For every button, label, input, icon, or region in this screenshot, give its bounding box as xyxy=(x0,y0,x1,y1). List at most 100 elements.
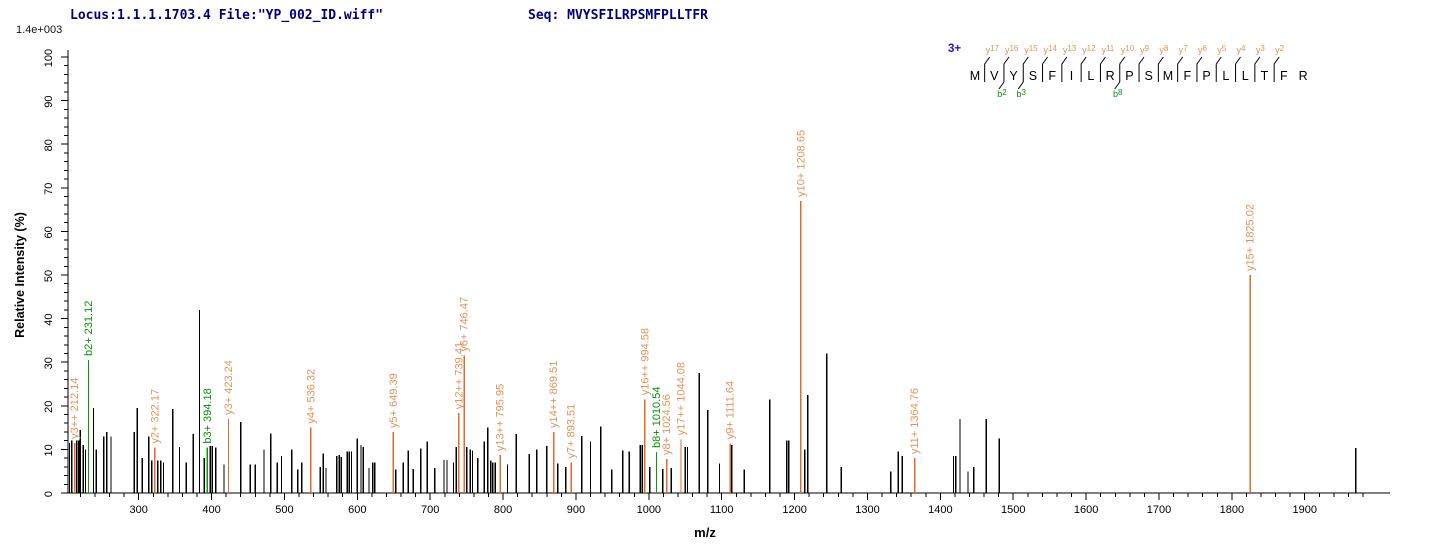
x-tick-label: 800 xyxy=(494,504,512,516)
y-fragment-marker xyxy=(1157,56,1164,82)
residue-letter: S xyxy=(1029,69,1037,83)
y-fragment-marker xyxy=(1099,56,1106,82)
y-ion-peak: y3++ 212.14 xyxy=(69,378,81,493)
y-tick-label: 100 xyxy=(43,49,55,67)
intensity-scale-label: 1.4e+003 xyxy=(16,24,63,36)
y-ion-peak: y16++ 994.58 xyxy=(639,328,651,493)
y-tick-label: 10 xyxy=(43,444,55,456)
y-ion-peak: y7+ 893.51 xyxy=(566,404,578,493)
b-ion-diagram-label: b3 xyxy=(1017,88,1027,99)
y-ion-peak: y2+ 322.17 xyxy=(149,389,161,493)
y-fragment-marker xyxy=(1273,56,1280,82)
y-tick-label: 60 xyxy=(43,226,55,238)
residue-letter: L xyxy=(1242,69,1249,83)
y-ion-diagram-label: y15 xyxy=(1024,44,1038,55)
y-tick-label: 50 xyxy=(43,270,55,282)
x-tick-label: 1400 xyxy=(928,504,952,516)
residue-letter: P xyxy=(1125,69,1133,83)
y-ion-peak: y14++ 869.51 xyxy=(548,361,560,493)
y-ion-peak: y17++ 1044.08 xyxy=(675,362,687,493)
residue-letter: L xyxy=(1087,69,1094,83)
y-ion-diagram-label: y8 xyxy=(1159,44,1169,55)
y-ion-diagram-label: y13 xyxy=(1063,44,1077,55)
y-tick-label: 40 xyxy=(43,313,55,325)
y-fragment-marker xyxy=(1080,56,1087,82)
peak-ion-label: y6+ 746.47 xyxy=(459,297,471,352)
y-ion-diagram-label: y10 xyxy=(1121,44,1135,55)
y-tick-label: 0 xyxy=(43,491,55,497)
peak-ion-label: b3+ 394.18 xyxy=(202,388,214,443)
b-ion-diagram-label: b2 xyxy=(997,88,1007,99)
residue-letter: M xyxy=(1163,69,1173,83)
y-fragment-marker xyxy=(1177,56,1184,82)
y-ion-peak: y3+ 423.24 xyxy=(223,360,235,493)
peak-ion-label: y12++ 739.41 xyxy=(453,342,465,409)
residue-letter: P xyxy=(1202,69,1210,83)
axes xyxy=(67,50,1390,494)
x-tick-label: 1800 xyxy=(1220,504,1244,516)
x-tick-label: 300 xyxy=(130,504,148,516)
peak-ion-label: y3+ 423.24 xyxy=(223,360,235,415)
b-ion-peak: b3+ 394.18 xyxy=(202,388,214,493)
x-tick-label: 400 xyxy=(202,504,220,516)
b-ion-peak: b2+ 231.12 xyxy=(83,301,95,493)
y-ion-peak: y10+ 1208.65 xyxy=(795,130,807,493)
x-tick-label: 500 xyxy=(275,504,293,516)
y-ion-diagram-label: y12 xyxy=(1082,44,1096,55)
y-ion-diagram-label: y4 xyxy=(1237,44,1247,55)
y-fragment-marker xyxy=(1215,56,1222,82)
x-tick-label: 700 xyxy=(421,504,439,516)
y-ion-diagram-label: y14 xyxy=(1044,44,1058,55)
peak-ion-label: y13++ 795.95 xyxy=(495,384,507,451)
x-tick-label: 1600 xyxy=(1074,504,1098,516)
residue-letter: F xyxy=(1280,69,1288,83)
x-tick-label: 1100 xyxy=(710,504,734,516)
residue-letter: V xyxy=(990,69,999,83)
y-axis-title: Relative Intensity (%) xyxy=(13,212,27,338)
y-ion-diagram-label: y7 xyxy=(1179,44,1189,55)
peak-ion-label: y2+ 322.17 xyxy=(149,389,161,444)
y-fragment-marker xyxy=(1196,56,1203,82)
residue-letter: T xyxy=(1261,69,1269,83)
peak-ion-label: y17++ 1044.08 xyxy=(675,362,687,435)
y-ion-peak: y9+ 1111.64 xyxy=(725,381,737,493)
y-ion-peak: y12++ 739.41 xyxy=(453,342,465,493)
x-tick-label: 1900 xyxy=(1292,504,1316,516)
y-ion-peak: y15+ 1825.02 xyxy=(1245,204,1257,493)
y-fragment-marker xyxy=(1138,56,1145,82)
y-tick-label: 90 xyxy=(43,95,55,107)
y-fragment-marker xyxy=(1061,56,1068,82)
y-ion-diagram-label: y11 xyxy=(1101,44,1114,55)
y-ion-peak: y8+ 1024.56 xyxy=(661,394,673,493)
peak-ion-label: y14++ 869.51 xyxy=(548,361,560,428)
y-fragment-marker xyxy=(1254,56,1261,82)
peak-ion-label: y7+ 893.51 xyxy=(566,404,578,459)
peak-ion-label: y3++ 212.14 xyxy=(69,378,81,439)
y-fragment-marker xyxy=(1003,56,1010,82)
y-ion-peak: y6+ 746.47 xyxy=(459,297,471,493)
x-tick-label: 1700 xyxy=(1147,504,1171,516)
y-ion-diagram-label: y17 xyxy=(986,44,1000,55)
peak-ion-label: b8+ 1010.54 xyxy=(651,387,663,448)
residue-letter: S xyxy=(1145,69,1153,83)
b-fragment-marker xyxy=(1114,81,1121,90)
residue-letter: M xyxy=(970,69,980,83)
y-fragment-marker xyxy=(1022,56,1029,82)
y-ion-peak: y5+ 649.39 xyxy=(388,373,400,493)
y-tick-label: 30 xyxy=(43,357,55,369)
y-ion-diagram-label: y9 xyxy=(1140,44,1150,55)
residue-letter: F xyxy=(1048,69,1056,83)
precursor-charge-label: 3+ xyxy=(948,43,961,55)
y-ion-peak: y4+ 536.32 xyxy=(305,369,317,493)
peak-ion-label: y11+ 1364.76 xyxy=(909,388,921,454)
x-tick-label: 1200 xyxy=(782,504,806,516)
unassigned-peaks xyxy=(68,309,1357,493)
y-fragment-marker xyxy=(1119,56,1126,82)
y-ion-peak: y13++ 795.95 xyxy=(495,384,507,493)
x-tick-label: 900 xyxy=(567,504,585,516)
residue-letter: I xyxy=(1070,69,1073,83)
sequence-header: Seq: MVYSFILRPSMFPLLTFR xyxy=(528,8,709,23)
assigned-peaks: y3++ 212.14 b2+ 231.12 y2+ 322.17 b3+ 394.1… xyxy=(69,130,1257,493)
peak-ion-label: y15+ 1825.02 xyxy=(1245,204,1257,271)
